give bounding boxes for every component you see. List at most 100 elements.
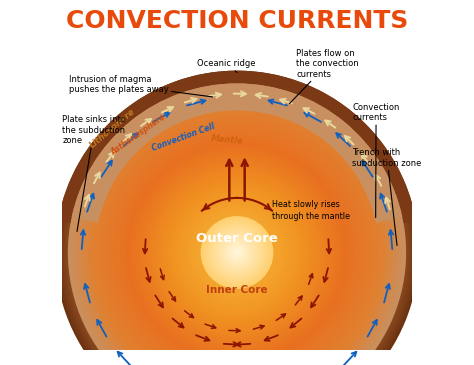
Circle shape — [224, 239, 250, 266]
Circle shape — [201, 216, 273, 289]
Circle shape — [208, 223, 266, 281]
Circle shape — [193, 209, 281, 296]
Circle shape — [118, 133, 356, 365]
Circle shape — [190, 205, 284, 300]
Circle shape — [156, 172, 318, 333]
Circle shape — [214, 230, 260, 276]
Text: Convection
currents: Convection currents — [352, 103, 400, 218]
Circle shape — [230, 245, 244, 260]
Circle shape — [229, 245, 245, 260]
Circle shape — [120, 135, 354, 365]
Circle shape — [186, 201, 288, 303]
Circle shape — [71, 87, 403, 365]
Circle shape — [76, 92, 398, 365]
Circle shape — [148, 164, 326, 342]
Circle shape — [137, 152, 337, 353]
Text: Outer Core: Outer Core — [196, 232, 278, 245]
Circle shape — [61, 76, 413, 365]
Circle shape — [165, 181, 309, 324]
Circle shape — [228, 243, 246, 262]
Text: Plate sinks into
the subduction
zone: Plate sinks into the subduction zone — [62, 115, 126, 231]
Circle shape — [107, 123, 367, 365]
Circle shape — [215, 231, 259, 274]
Circle shape — [222, 238, 252, 267]
Circle shape — [151, 166, 323, 339]
Circle shape — [100, 115, 374, 365]
Text: Trench with
subduction zone: Trench with subduction zone — [352, 148, 422, 246]
Circle shape — [91, 107, 383, 365]
Circle shape — [206, 222, 268, 283]
Text: Convection Cell: Convection Cell — [150, 122, 216, 153]
Circle shape — [202, 218, 272, 287]
Circle shape — [159, 175, 315, 330]
Circle shape — [125, 141, 349, 364]
Circle shape — [128, 143, 346, 362]
Circle shape — [131, 146, 343, 359]
Circle shape — [68, 83, 406, 365]
Circle shape — [112, 128, 362, 365]
Text: Asthenosphere: Asthenosphere — [109, 112, 167, 157]
Circle shape — [210, 226, 264, 279]
Circle shape — [208, 224, 266, 281]
Circle shape — [204, 220, 270, 285]
Text: Plates flow on
the convection
currents: Plates flow on the convection currents — [290, 49, 359, 104]
Circle shape — [179, 194, 295, 311]
Circle shape — [63, 78, 411, 365]
Circle shape — [154, 169, 320, 336]
Circle shape — [233, 249, 241, 256]
Circle shape — [64, 80, 410, 365]
Circle shape — [97, 112, 377, 365]
Circle shape — [74, 90, 400, 365]
Circle shape — [134, 149, 340, 356]
Circle shape — [226, 242, 248, 264]
Circle shape — [83, 99, 391, 365]
Circle shape — [231, 247, 243, 258]
Circle shape — [222, 237, 252, 268]
Circle shape — [197, 212, 277, 292]
Text: Intrusion of magma
pushes the plates away: Intrusion of magma pushes the plates awa… — [69, 75, 212, 97]
Text: Inner Core: Inner Core — [206, 285, 268, 296]
Circle shape — [102, 118, 372, 365]
Circle shape — [204, 220, 270, 285]
Circle shape — [91, 107, 383, 365]
Circle shape — [162, 178, 312, 327]
Circle shape — [82, 97, 392, 365]
Circle shape — [128, 143, 346, 362]
Circle shape — [201, 216, 273, 289]
Text: Heat slowly rises
through the mantle: Heat slowly rises through the mantle — [272, 200, 350, 221]
Circle shape — [216, 231, 258, 273]
Circle shape — [59, 74, 415, 365]
Text: CONVECTION CURRENTS: CONVECTION CURRENTS — [66, 9, 408, 34]
Circle shape — [142, 158, 332, 347]
Circle shape — [66, 81, 408, 365]
Circle shape — [109, 125, 365, 365]
Circle shape — [233, 249, 241, 256]
Circle shape — [168, 183, 306, 322]
Wedge shape — [72, 83, 402, 223]
Circle shape — [145, 161, 329, 345]
Circle shape — [212, 228, 262, 277]
Circle shape — [57, 72, 417, 365]
Circle shape — [68, 83, 406, 365]
Circle shape — [104, 120, 370, 365]
Text: Lithosphere: Lithosphere — [89, 107, 137, 150]
Circle shape — [80, 95, 394, 365]
Circle shape — [90, 105, 384, 365]
Circle shape — [78, 93, 396, 365]
Circle shape — [226, 241, 248, 264]
Circle shape — [219, 234, 255, 271]
Circle shape — [85, 100, 389, 365]
Circle shape — [70, 85, 404, 365]
Text: Oceanic ridge: Oceanic ridge — [197, 59, 256, 72]
Circle shape — [55, 71, 419, 365]
Circle shape — [168, 183, 306, 322]
Circle shape — [115, 130, 359, 365]
Circle shape — [172, 187, 302, 318]
Circle shape — [175, 191, 299, 314]
Circle shape — [94, 110, 380, 365]
Circle shape — [235, 250, 239, 254]
Circle shape — [139, 155, 335, 350]
Circle shape — [220, 235, 254, 270]
Circle shape — [86, 102, 388, 365]
Circle shape — [211, 227, 263, 278]
